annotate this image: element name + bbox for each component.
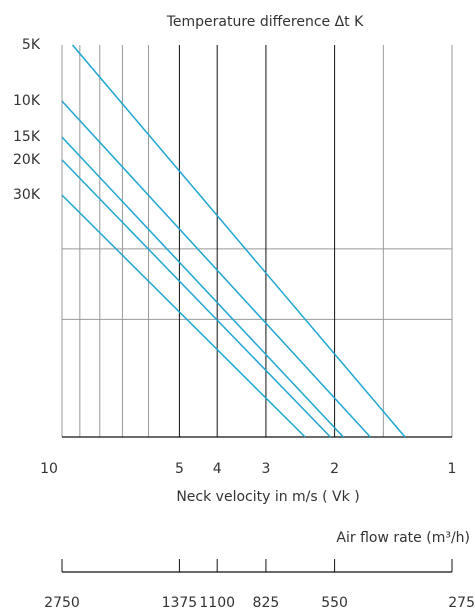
- series-line: [61, 159, 331, 438]
- x-tick-label: 10: [40, 461, 58, 477]
- legend-label: 15K: [13, 129, 41, 145]
- legend-label: 10K: [13, 93, 41, 109]
- x2-tick-label: 2750: [44, 595, 80, 611]
- x-tick-label: 5: [175, 461, 184, 477]
- series-line: [71, 44, 406, 438]
- x2-tick-label: 1375: [162, 595, 198, 611]
- x-tick-label: 1: [448, 461, 457, 477]
- x-tick-label: 4: [213, 461, 222, 477]
- x-tick-label: 3: [261, 461, 270, 477]
- series-line: [61, 136, 344, 438]
- x2-axis-label: Air flow rate (m³/h): [336, 530, 470, 546]
- x-tick-label: 2: [330, 461, 339, 477]
- series-line: [61, 100, 371, 438]
- x2-tick-label: 275: [448, 595, 475, 611]
- chart-title: Temperature difference Δt K: [166, 14, 364, 30]
- x2-tick-label: 825: [253, 595, 280, 611]
- legend-label: 20K: [13, 152, 41, 168]
- x2-tick-label: 1100: [199, 595, 235, 611]
- x2-tick-label: 550: [321, 595, 348, 611]
- legend-label: 5K: [22, 37, 41, 53]
- legend-label: 30K: [13, 187, 41, 203]
- series-line: [61, 194, 306, 438]
- x-axis-label: Neck velocity in m/s ( Vk ): [176, 489, 359, 505]
